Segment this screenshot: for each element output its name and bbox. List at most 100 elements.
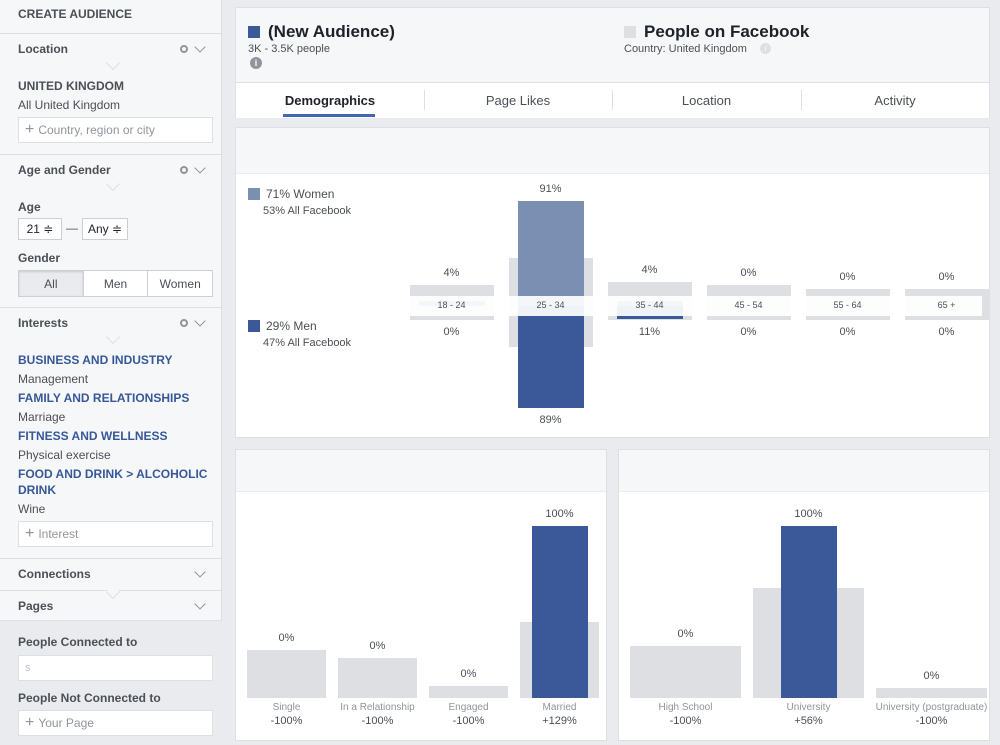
gender-men-button[interactable]: Men [84, 271, 149, 296]
audience-size: 3K - 3.5K people [248, 43, 330, 55]
women-bar [517, 201, 584, 306]
women-percent-label: 4% [641, 263, 658, 276]
delta-label: -100% [915, 715, 948, 727]
connections-header-label: Connections [18, 566, 91, 581]
plus-icon: + [25, 121, 35, 138]
category-label: High School [658, 702, 713, 713]
tab-active-underline [283, 114, 375, 117]
age-max-select[interactable]: Any ≑ [82, 218, 128, 240]
relationship-panel: 0% Single -100% 0% In a Relationship -100% 0% E… [235, 449, 607, 741]
women-legend: 71% Women [248, 187, 334, 201]
category-label: Single [272, 702, 301, 713]
settings-icon[interactable] [180, 44, 188, 53]
interest-value: Physical exercise [18, 448, 111, 462]
delta-label: -100% [361, 715, 394, 727]
relationship-chart: 0% Single -100% 0% In a Relationship -100% 0% E… [236, 450, 606, 740]
people-not-connected-input[interactable]: + Your Page [18, 710, 213, 736]
panel-header [236, 450, 606, 492]
axis-band [402, 296, 982, 316]
location-country: UNITED KINGDOM [18, 79, 124, 93]
gender-toggle: All Men Women [18, 270, 213, 297]
age-range-label: 25 - 34 [536, 300, 565, 310]
interests-header-label: Interests [18, 315, 69, 330]
education-panel: 0% High School -100% 100% University +56% 0% Un… [618, 449, 990, 741]
percent-label: 0% [923, 669, 940, 682]
interest-category[interactable]: FAMILY AND RELATIONSHIPS [18, 391, 190, 405]
info-icon[interactable]: i [250, 57, 262, 69]
age-gender-panel: 71% Women 53% All Facebook 29% Men 47% A… [235, 127, 990, 438]
location-placeholder: Country, region or city [38, 123, 155, 137]
chevron-down-icon[interactable] [194, 40, 206, 53]
connections-section-header[interactable]: Connections [0, 558, 222, 588]
age-gender-header-label: Age and Gender [18, 162, 111, 177]
education-chart: 0% High School -100% 100% University +56% 0% Un… [619, 450, 989, 740]
men-percent-label: 0% [740, 326, 757, 338]
men-percent-label: 89% [539, 414, 562, 427]
interest-value: Marriage [18, 410, 66, 424]
chevron-down-icon[interactable] [194, 314, 206, 327]
gender-all-button[interactable]: All [19, 271, 84, 296]
men-bar [517, 306, 584, 409]
comparison-bar [876, 687, 987, 698]
audience-title: (New Audience) [268, 22, 395, 41]
interest-value: Management [18, 372, 89, 386]
gender-women-button[interactable]: Women [159, 276, 201, 291]
percent-label: 0% [369, 640, 386, 653]
age-min-select[interactable]: 21 ≑ [18, 218, 62, 240]
tab-location[interactable]: Location [681, 92, 732, 108]
plus-icon: + [25, 714, 35, 731]
age-label: Age [18, 200, 41, 214]
delta-label: +129% [542, 715, 577, 727]
percent-label: 0% [677, 628, 694, 641]
chevron-down-icon[interactable] [194, 161, 206, 174]
interest-category[interactable]: BUSINESS AND INDUSTRY [18, 353, 173, 367]
compare-sub: Country: United Kingdom [624, 43, 747, 55]
tab-activity[interactable]: Activity [874, 92, 916, 108]
category-label: Married [542, 702, 577, 713]
compare-title-row: People on Facebook [624, 22, 809, 42]
people-connected-input[interactable]: s [18, 655, 213, 681]
compare-title: People on Facebook [644, 22, 810, 41]
panel-header [619, 450, 989, 492]
interest-category[interactable]: FITNESS AND WELLNESS [18, 429, 168, 443]
interest-category[interactable]: FOOD AND DRINK > ALCOHOLIC DRINK [18, 467, 208, 497]
info-icon[interactable]: i [760, 43, 771, 54]
tab-separator [801, 90, 802, 110]
page-connections-box: People Connected to s People Not Connect… [0, 620, 222, 745]
age-dash: — [66, 221, 78, 235]
delta-label: -100% [270, 715, 303, 727]
audience-color-swatch [248, 26, 260, 38]
panel-header [236, 128, 989, 174]
interest-input[interactable]: + Interest [18, 521, 213, 547]
women-percent-label: 0% [938, 270, 955, 283]
tab-demographics[interactable]: Demographics [284, 92, 376, 108]
women-percent-label: 0% [740, 267, 757, 280]
age-range-label: 55 - 64 [833, 300, 862, 310]
people-connected-value: s [25, 662, 31, 674]
age-gender-section-header[interactable]: Age and Gender [0, 154, 222, 184]
audience-bar [531, 526, 588, 698]
audience-title-row: (New Audience) [248, 22, 395, 42]
tab-page-likes[interactable]: Page Likes [485, 92, 551, 108]
percent-label: 100% [545, 508, 574, 520]
women-sub: 53% All Facebook [263, 205, 352, 217]
men-percent-label: 0% [839, 326, 856, 338]
men-sub: 47% All Facebook [263, 337, 352, 349]
women-percent-label: 0% [839, 270, 856, 283]
audience-bar [780, 526, 837, 698]
location-input[interactable]: + Country, region or city [18, 117, 213, 143]
chevron-down-icon[interactable] [194, 565, 206, 578]
people-not-connected-placeholder: Your Page [38, 716, 94, 730]
plus-icon: + [25, 525, 35, 542]
settings-icon[interactable] [180, 318, 188, 327]
chevron-down-icon[interactable] [194, 597, 206, 610]
interest-value: Wine [18, 502, 46, 516]
location-section-header[interactable]: Location [0, 33, 222, 63]
men-percent-label: 0% [443, 326, 460, 338]
interest-placeholder: Interest [38, 527, 79, 541]
interests-section-header[interactable]: Interests [0, 307, 222, 337]
tab-separator [424, 90, 425, 110]
settings-icon[interactable] [180, 165, 188, 174]
men-legend: 29% Men [248, 319, 317, 333]
pages-header-label: Pages [18, 598, 54, 613]
